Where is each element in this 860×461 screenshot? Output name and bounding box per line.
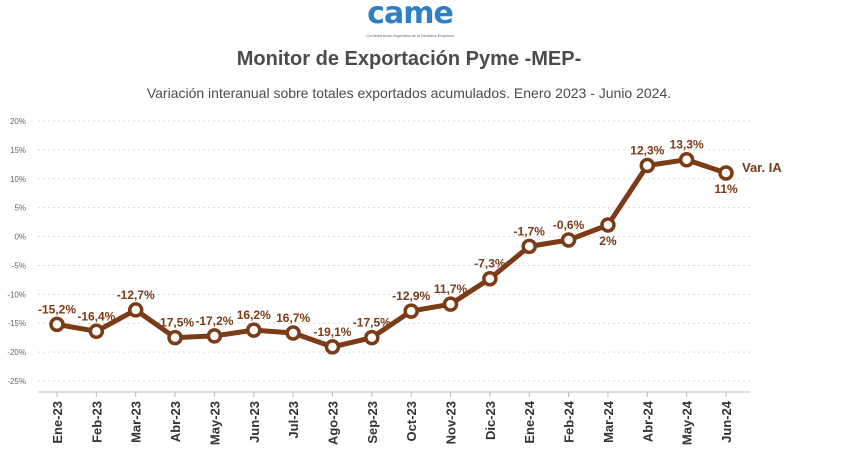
- data-label: -0,6%: [553, 218, 585, 232]
- data-point: [600, 217, 616, 233]
- x-tick-label: Abr-24: [640, 400, 655, 442]
- x-tick-label: Sep-23: [365, 401, 380, 444]
- y-tick-label: -5%: [12, 261, 26, 270]
- data-label: 11%: [714, 182, 738, 196]
- x-tick-label: Nov-23: [444, 401, 459, 444]
- data-label: 16,2%: [237, 308, 271, 322]
- data-point: [560, 232, 577, 248]
- chart-subtitle: Variación interanual sobre totales expor…: [146, 85, 672, 101]
- data-point: [246, 322, 262, 338]
- data-label: -17,5%: [353, 316, 391, 330]
- data-point: [403, 303, 419, 319]
- data-label: 11,7%: [434, 282, 468, 296]
- data-label: -12,9%: [392, 289, 430, 303]
- data-point: [678, 151, 695, 168]
- series-line: [54, 157, 729, 350]
- data-label: -1,7%: [514, 224, 546, 238]
- chart-header: came Confederación Argentina de la Media…: [0, 0, 860, 110]
- data-label: -17,2%: [195, 314, 233, 328]
- chart-title: Monitor de Exportación Pyme -MEP-: [236, 48, 582, 70]
- y-tick-label: 10%: [10, 175, 26, 184]
- data-point: [49, 316, 65, 333]
- data-point: [206, 328, 223, 344]
- x-tick-label: Jun-23: [247, 401, 262, 443]
- data-label: 16,7%: [276, 311, 310, 325]
- data-label: 13,3%: [670, 138, 704, 152]
- data-label: -19,1%: [313, 325, 351, 339]
- data-point: [285, 325, 301, 341]
- x-tick-label: Feb-23: [89, 401, 104, 443]
- y-tick-label: 0%: [14, 233, 26, 242]
- x-tick-label: Feb-24: [562, 400, 577, 443]
- data-point: [88, 323, 105, 340]
- y-tick-label: -10%: [7, 290, 26, 299]
- x-tick-label: Jun-24: [719, 400, 734, 443]
- data-label: 2%: [599, 234, 617, 248]
- x-tick-label: Ene-24: [522, 400, 537, 443]
- logo-tagline: Confederación Argentina de la Mediana Em…: [366, 33, 454, 38]
- y-tick-label: -20%: [7, 348, 26, 357]
- data-point: [167, 329, 183, 346]
- x-tick-label: Jul-23: [286, 401, 301, 439]
- data-label: 12,3%: [630, 143, 664, 157]
- y-tick-label: 20%: [10, 117, 26, 126]
- data-point: [364, 329, 380, 346]
- x-tick-label: Mar-23: [129, 401, 144, 443]
- x-tick-label: May-24: [680, 400, 695, 445]
- y-tick-label: -15%: [7, 319, 26, 328]
- data-label: -16,4%: [77, 309, 115, 323]
- data-point: [521, 238, 537, 255]
- data-point: [127, 302, 144, 318]
- x-tick-label: Mar-24: [601, 400, 616, 443]
- series-label: Var. IA: [742, 160, 782, 175]
- y-tick-label: -25%: [7, 377, 26, 386]
- data-label: -15,2%: [38, 302, 76, 316]
- x-tick-label: Oct-23: [404, 401, 419, 441]
- x-tick-label: Ene-23: [50, 401, 65, 444]
- data-point: [718, 165, 734, 181]
- data-point: [639, 157, 656, 174]
- y-tick-label: 15%: [10, 146, 26, 155]
- logo-wordmark: came: [367, 0, 454, 31]
- came-logo: came Confederación Argentina de la Media…: [360, 0, 460, 42]
- data-label: -7,3%: [474, 257, 506, 271]
- x-tick-label: Dic-23: [483, 401, 498, 440]
- y-tick-label: 5%: [14, 204, 26, 213]
- x-tick-label: Ago-23: [325, 401, 340, 445]
- x-tick-label: Abr-23: [168, 401, 183, 442]
- data-point: [324, 339, 341, 355]
- data-label: -17,5%: [156, 316, 194, 330]
- data-label: -12,7%: [117, 288, 155, 302]
- data-point: [482, 270, 498, 287]
- x-tick-label: May-23: [207, 401, 222, 445]
- data-point: [442, 296, 459, 312]
